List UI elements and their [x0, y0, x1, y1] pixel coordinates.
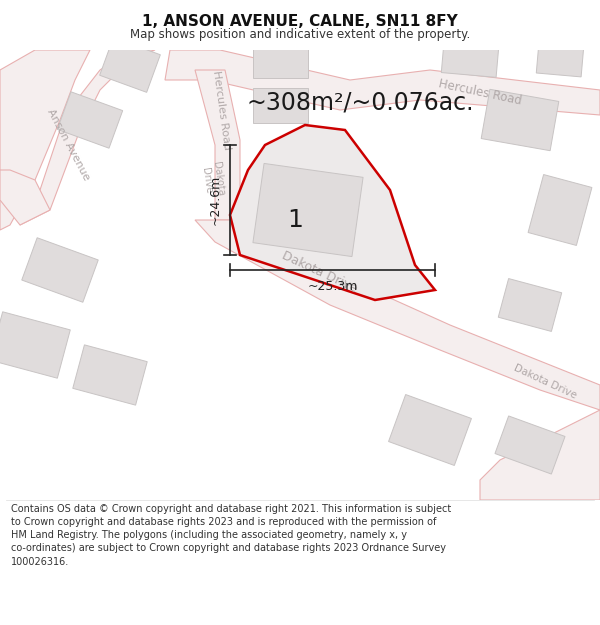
- Text: ~24.6m: ~24.6m: [209, 175, 222, 225]
- Text: Dakota
Drive: Dakota Drive: [200, 161, 226, 199]
- Polygon shape: [495, 416, 565, 474]
- Polygon shape: [253, 163, 363, 257]
- Polygon shape: [165, 50, 600, 115]
- Text: ~25.3m: ~25.3m: [307, 280, 358, 293]
- Polygon shape: [253, 42, 308, 78]
- Polygon shape: [195, 70, 240, 220]
- Text: Hercules Road: Hercules Road: [211, 69, 233, 151]
- Text: Dakota Drive: Dakota Drive: [512, 363, 578, 401]
- Polygon shape: [0, 50, 90, 230]
- Polygon shape: [58, 92, 122, 148]
- Text: ~308m²/~0.076ac.: ~308m²/~0.076ac.: [246, 91, 474, 115]
- Text: Contains OS data © Crown copyright and database right 2021. This information is : Contains OS data © Crown copyright and d…: [11, 504, 451, 566]
- Text: Hercules Road: Hercules Road: [437, 77, 523, 107]
- Polygon shape: [0, 170, 50, 225]
- Text: Dakota Drive: Dakota Drive: [280, 249, 360, 295]
- Polygon shape: [480, 410, 600, 500]
- Text: Anson Avenue: Anson Avenue: [45, 107, 91, 182]
- Polygon shape: [100, 38, 160, 92]
- Polygon shape: [230, 125, 435, 300]
- Polygon shape: [498, 279, 562, 331]
- Polygon shape: [195, 220, 600, 410]
- Text: 1, ANSON AVENUE, CALNE, SN11 8FY: 1, ANSON AVENUE, CALNE, SN11 8FY: [142, 14, 458, 29]
- Polygon shape: [389, 394, 472, 466]
- Polygon shape: [253, 88, 308, 122]
- Polygon shape: [441, 42, 499, 78]
- Polygon shape: [22, 238, 98, 302]
- Polygon shape: [536, 43, 584, 77]
- Polygon shape: [20, 50, 155, 225]
- Polygon shape: [0, 312, 70, 378]
- Polygon shape: [481, 89, 559, 151]
- Polygon shape: [73, 345, 147, 405]
- Polygon shape: [528, 174, 592, 246]
- Text: Map shows position and indicative extent of the property.: Map shows position and indicative extent…: [130, 28, 470, 41]
- Text: 1: 1: [287, 208, 303, 232]
